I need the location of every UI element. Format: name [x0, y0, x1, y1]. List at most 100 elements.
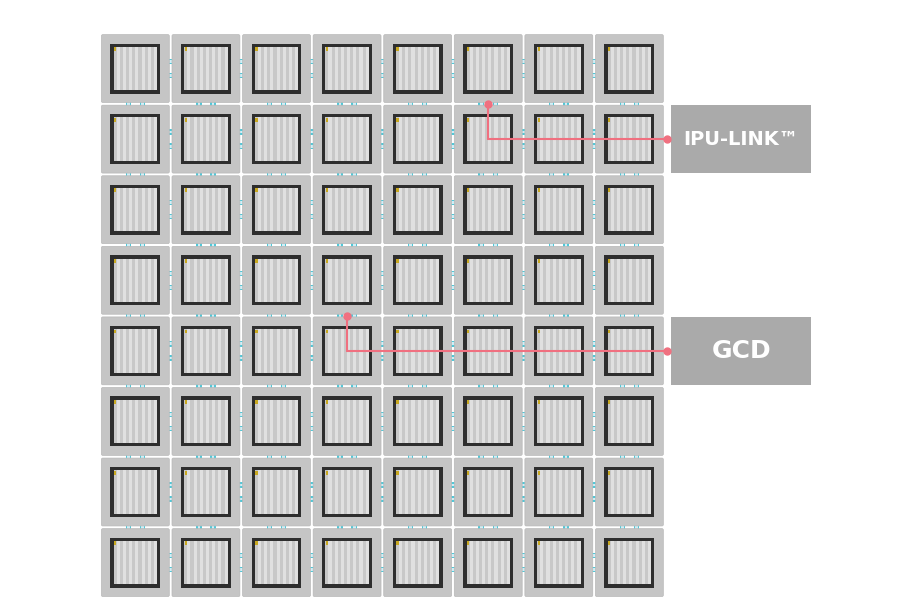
Bar: [469, 188, 473, 231]
Bar: [482, 541, 485, 584]
Bar: [114, 188, 157, 231]
Bar: [212, 240, 214, 250]
Bar: [402, 329, 406, 373]
Bar: [188, 188, 190, 231]
Bar: [614, 400, 617, 443]
FancyBboxPatch shape: [243, 246, 310, 314]
Bar: [258, 400, 261, 443]
Bar: [200, 471, 203, 514]
Bar: [190, 400, 193, 443]
Bar: [114, 117, 116, 161]
Bar: [127, 452, 129, 461]
Bar: [463, 326, 513, 376]
Bar: [132, 329, 135, 373]
Bar: [341, 541, 344, 584]
Bar: [620, 95, 625, 112]
Bar: [430, 471, 433, 514]
Bar: [629, 188, 633, 231]
Bar: [135, 117, 139, 161]
Bar: [467, 329, 469, 373]
Bar: [645, 47, 648, 90]
Bar: [233, 567, 249, 573]
Bar: [444, 355, 461, 361]
Bar: [255, 259, 258, 302]
Bar: [120, 259, 123, 302]
Bar: [127, 99, 129, 109]
Bar: [222, 188, 225, 231]
Bar: [626, 188, 629, 231]
Bar: [197, 47, 200, 90]
Bar: [185, 259, 187, 263]
Bar: [507, 541, 510, 584]
Bar: [233, 412, 249, 417]
Bar: [590, 272, 599, 275]
Bar: [586, 412, 602, 417]
Bar: [623, 188, 626, 231]
Bar: [415, 117, 418, 161]
Bar: [436, 188, 440, 231]
Bar: [334, 47, 338, 90]
Bar: [479, 117, 482, 161]
Bar: [233, 426, 249, 431]
Bar: [590, 342, 599, 345]
Bar: [198, 310, 201, 321]
Bar: [621, 381, 624, 391]
Bar: [565, 259, 568, 302]
Bar: [267, 541, 271, 584]
Bar: [430, 329, 433, 373]
Bar: [292, 329, 295, 373]
Bar: [406, 471, 408, 514]
Bar: [140, 519, 145, 535]
Bar: [485, 47, 488, 90]
Bar: [645, 188, 648, 231]
Bar: [565, 471, 568, 514]
Bar: [378, 484, 387, 486]
Bar: [211, 519, 215, 535]
Bar: [611, 329, 614, 373]
Bar: [422, 378, 428, 394]
Bar: [467, 188, 469, 192]
Bar: [154, 471, 157, 514]
Bar: [411, 188, 415, 231]
Bar: [516, 341, 531, 347]
Bar: [132, 188, 135, 231]
Bar: [163, 59, 178, 64]
Bar: [366, 47, 369, 90]
Bar: [140, 95, 145, 112]
Bar: [129, 400, 132, 443]
Bar: [135, 188, 139, 231]
Bar: [165, 413, 176, 416]
Bar: [337, 95, 343, 112]
Bar: [325, 541, 369, 584]
Bar: [488, 400, 492, 443]
Bar: [198, 522, 201, 532]
FancyBboxPatch shape: [102, 105, 169, 173]
Bar: [586, 144, 602, 149]
Bar: [344, 117, 347, 161]
Bar: [415, 329, 418, 373]
Bar: [408, 541, 411, 584]
Bar: [565, 381, 567, 391]
Bar: [399, 188, 402, 231]
Bar: [467, 400, 510, 443]
Bar: [586, 59, 602, 64]
Bar: [467, 117, 510, 161]
Bar: [436, 117, 440, 161]
Bar: [516, 553, 531, 558]
Bar: [295, 47, 298, 90]
Bar: [568, 541, 571, 584]
Bar: [546, 117, 550, 161]
Bar: [407, 95, 413, 112]
Bar: [611, 188, 614, 231]
Bar: [163, 341, 178, 347]
Bar: [476, 47, 479, 90]
Bar: [123, 400, 126, 443]
Bar: [638, 541, 642, 584]
Bar: [141, 329, 145, 373]
Bar: [332, 47, 334, 90]
Bar: [518, 130, 529, 133]
Bar: [233, 284, 249, 290]
Bar: [469, 471, 473, 514]
Bar: [347, 188, 350, 231]
Bar: [196, 378, 201, 394]
